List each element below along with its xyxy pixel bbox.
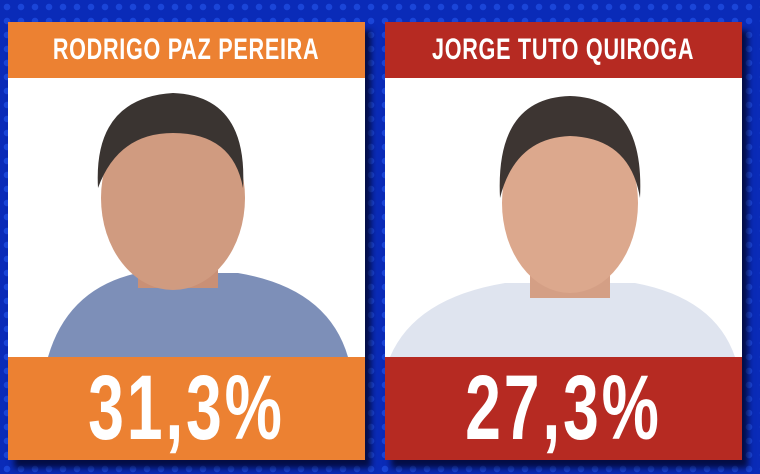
candidate-name-banner: JORGE TUTO QUIROGA <box>385 22 742 78</box>
candidate-name: JORGE TUTO QUIROGA <box>432 33 695 66</box>
candidate-photo <box>385 78 742 357</box>
vote-percentage-box: 31,3% <box>8 357 365 460</box>
candidate-card-rodrigo-paz: RODRIGO PAZ PEREIRA 31,3% <box>8 22 365 460</box>
candidate-photo <box>8 78 365 357</box>
candidate-name-banner: RODRIGO PAZ PEREIRA <box>8 22 365 78</box>
candidate-name: RODRIGO PAZ PEREIRA <box>53 33 320 66</box>
vote-percentage-box: 27,3% <box>385 357 742 460</box>
candidate-card-jorge-quiroga: JORGE TUTO QUIROGA 27,3% <box>385 22 742 460</box>
vote-percentage: 31,3% <box>88 357 285 459</box>
vote-percentage: 27,3% <box>465 357 662 459</box>
